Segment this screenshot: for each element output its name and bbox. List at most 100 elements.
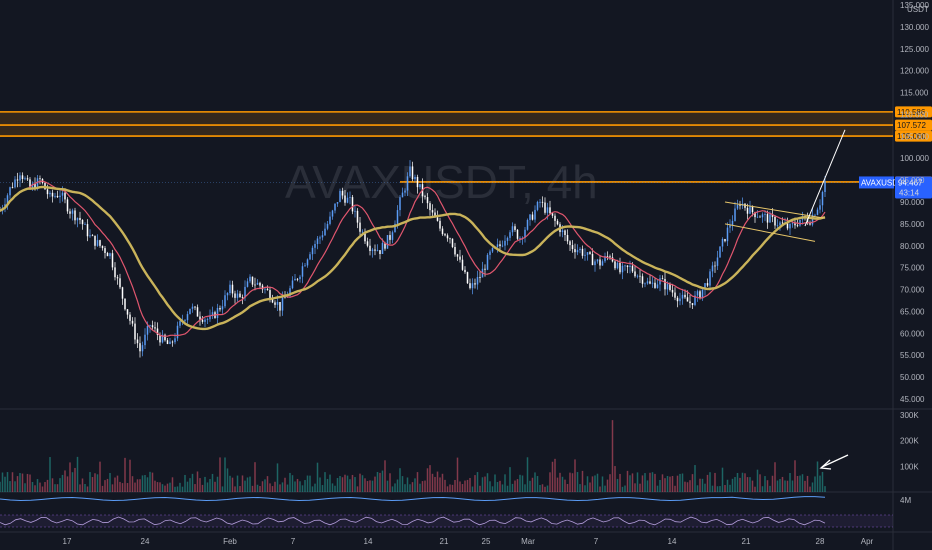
candle bbox=[76, 217, 79, 221]
volume-bar bbox=[346, 475, 349, 492]
candle bbox=[364, 231, 366, 242]
volume-bar bbox=[111, 484, 114, 492]
time-tick-label: 28 bbox=[816, 537, 825, 546]
candle bbox=[776, 225, 779, 227]
volume-bar bbox=[344, 474, 346, 492]
candle bbox=[14, 179, 16, 188]
volume-bar bbox=[229, 475, 231, 492]
volume-bar bbox=[421, 481, 424, 492]
candle bbox=[681, 294, 684, 299]
projection-line[interactable] bbox=[804, 129, 846, 227]
volume-bar bbox=[254, 462, 256, 492]
volume-bar bbox=[799, 475, 801, 492]
volume-bar bbox=[14, 481, 16, 492]
volume-bar bbox=[639, 483, 641, 492]
volume-bar bbox=[476, 472, 479, 492]
candle bbox=[24, 178, 26, 180]
volume-bar bbox=[724, 485, 726, 492]
candle bbox=[509, 232, 511, 238]
candle bbox=[296, 278, 299, 280]
candle bbox=[351, 197, 354, 212]
volume-bar bbox=[6, 472, 9, 492]
candle bbox=[249, 276, 251, 282]
volume-bar bbox=[411, 482, 414, 492]
candle bbox=[464, 269, 466, 273]
candle bbox=[404, 190, 406, 193]
candle bbox=[406, 176, 409, 191]
candle bbox=[69, 211, 71, 214]
volume-bar bbox=[419, 483, 421, 492]
candle bbox=[666, 283, 669, 290]
candle bbox=[154, 327, 156, 329]
candle bbox=[199, 316, 201, 320]
volume-bar bbox=[746, 477, 749, 492]
candle bbox=[36, 178, 39, 189]
volume-bar bbox=[681, 473, 684, 492]
candle bbox=[676, 297, 679, 302]
volume-bar bbox=[679, 473, 681, 492]
candle bbox=[594, 261, 596, 266]
candle bbox=[716, 257, 719, 266]
candle bbox=[724, 239, 726, 242]
price-tick-label: 135.000 bbox=[900, 1, 929, 10]
volume-bar bbox=[776, 480, 779, 492]
candle bbox=[719, 246, 721, 258]
candle bbox=[671, 289, 674, 293]
volume-bar bbox=[239, 486, 241, 492]
volume-bar bbox=[216, 476, 219, 492]
trendlines bbox=[724, 129, 846, 242]
price-tick-label: 110.000 bbox=[900, 110, 929, 119]
price-tick-label: 115.000 bbox=[900, 89, 929, 98]
candle bbox=[266, 288, 269, 291]
candle bbox=[431, 210, 434, 213]
volume-bar bbox=[624, 485, 626, 492]
volume-bar bbox=[609, 474, 611, 492]
volume-bar bbox=[504, 474, 506, 492]
candle bbox=[704, 283, 706, 290]
pennant-lower-line[interactable] bbox=[724, 223, 816, 242]
volume-bar bbox=[154, 480, 156, 492]
volume-bar bbox=[284, 477, 286, 492]
candle bbox=[796, 225, 799, 227]
price-tick-label: 90.000 bbox=[900, 198, 925, 207]
volume-bar bbox=[211, 473, 214, 492]
candle bbox=[241, 297, 244, 298]
volume-bar bbox=[514, 480, 516, 492]
volume-bar bbox=[784, 480, 786, 492]
candle bbox=[689, 301, 691, 304]
candle bbox=[546, 207, 549, 213]
candle bbox=[526, 219, 529, 230]
candle bbox=[29, 179, 31, 189]
volume-bar bbox=[294, 481, 296, 492]
candle bbox=[224, 295, 226, 307]
candle bbox=[444, 234, 446, 236]
volume-bar bbox=[751, 480, 754, 492]
volume-bar bbox=[709, 472, 711, 492]
candle bbox=[729, 225, 731, 228]
volume-bar bbox=[381, 470, 384, 492]
volume-bar bbox=[94, 473, 96, 492]
volume-bar bbox=[426, 468, 429, 492]
volume-bar bbox=[371, 480, 374, 492]
candle bbox=[279, 301, 281, 311]
candle bbox=[211, 312, 214, 317]
volume-bar bbox=[616, 478, 619, 492]
candle bbox=[234, 293, 236, 298]
candle bbox=[366, 241, 369, 246]
candle bbox=[81, 219, 84, 225]
volume-bar bbox=[741, 472, 744, 492]
candle bbox=[479, 277, 481, 278]
candle bbox=[99, 240, 101, 246]
time-tick-label: 21 bbox=[742, 537, 751, 546]
pennant-upper-line[interactable] bbox=[724, 201, 826, 219]
candle bbox=[229, 284, 231, 294]
volume-bar bbox=[191, 473, 194, 492]
candle bbox=[679, 298, 681, 302]
candle bbox=[276, 301, 279, 305]
candle bbox=[106, 252, 109, 257]
volume-bar bbox=[184, 474, 186, 492]
volume-bar bbox=[189, 478, 191, 492]
candle bbox=[756, 216, 759, 218]
price-tick-label: 50.000 bbox=[900, 373, 925, 382]
